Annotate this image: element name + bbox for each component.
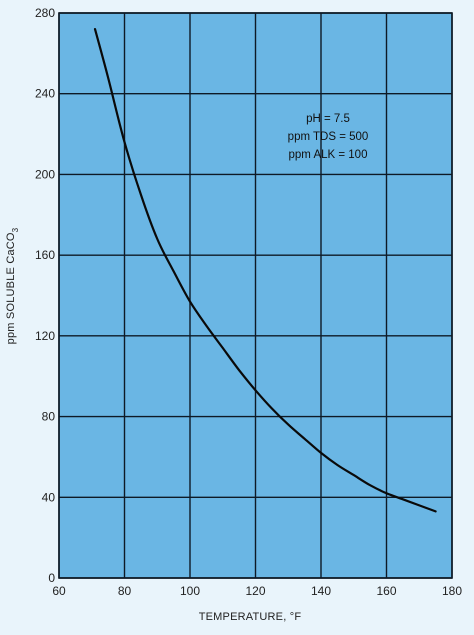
y-tick-label: 240 xyxy=(35,87,55,101)
y-tick-label: 160 xyxy=(35,248,55,262)
x-tick-label: 180 xyxy=(442,584,462,598)
annotation-ph: pH = 7.5 xyxy=(306,113,350,125)
x-tick-label: 140 xyxy=(311,584,331,598)
annotation-alk: ppm ALK = 100 xyxy=(289,149,368,161)
y-tick-label: 40 xyxy=(42,490,56,504)
y-tick-label: 0 xyxy=(48,571,55,585)
y-tick-label: 280 xyxy=(35,6,55,20)
y-tick-label: 200 xyxy=(35,167,55,181)
y-axis-title-subscript: 3 xyxy=(11,227,20,232)
y-axis-title-main: ppm SOLUBLE CaCO xyxy=(5,232,17,344)
x-tick-label: 100 xyxy=(180,584,200,598)
x-tick-label: 120 xyxy=(245,584,265,598)
y-tick-label: 120 xyxy=(35,329,55,343)
tick-labels: 60 80 100 120 140 160 180 0 40 80 120 160 200 240 280 xyxy=(35,6,462,598)
series-line xyxy=(93,28,437,513)
x-tick-label: 80 xyxy=(118,584,132,598)
y-tick-label: 80 xyxy=(42,410,56,424)
x-axis-title: TEMPERATURE, °F xyxy=(199,611,302,623)
grid-lines xyxy=(58,12,453,579)
x-tick-label: 160 xyxy=(376,584,396,598)
y-axis-title: ppm SOLUBLE CaCO3 xyxy=(5,227,20,344)
annotation-tds: ppm TDS = 500 xyxy=(288,131,369,143)
x-tick-label: 60 xyxy=(52,584,66,598)
